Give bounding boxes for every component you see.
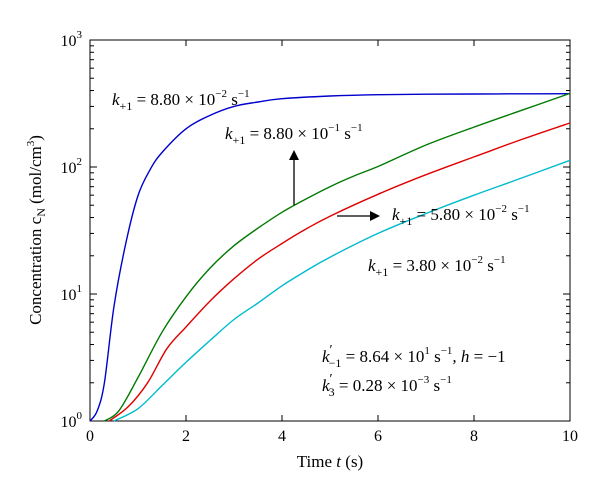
series-line-1: [89, 93, 571, 422]
series-line-4: [113, 159, 571, 422]
x-tick-label: 2: [182, 428, 190, 445]
y-axis-title: Concentration cN (mol/cm3): [25, 135, 48, 325]
series-line-2: [103, 92, 571, 422]
x-tick-labels: 0 2 4 6 8 10: [86, 428, 578, 445]
plot-area: [89, 39, 571, 422]
y-tick-label: 102: [61, 156, 83, 177]
arrows: [289, 150, 380, 221]
right-arrow-head: [370, 211, 380, 221]
y-tick-label: 101: [61, 283, 83, 304]
x-tick-label: 10: [562, 428, 578, 445]
annotations: k+1 = 8.80 × 10−2 s−1 k+1 = 8.80 × 10−1 …: [112, 88, 530, 399]
x-tick-label: 6: [374, 428, 382, 445]
series-lines: [89, 92, 571, 422]
label-k-cyan: k+1 = 3.80 × 10−2 s−1: [368, 254, 506, 279]
x-tick-label: 4: [278, 428, 286, 445]
label-k-green: k+1 = 8.80 × 10−1 s−1: [225, 122, 363, 147]
x-tick-label: 0: [86, 428, 94, 445]
label-k-red: k+1 = 5.80 × 10−2 s−1: [392, 203, 530, 228]
y-tick-labels: 100 101 102 103: [61, 29, 83, 431]
x-tick-label: 8: [470, 428, 478, 445]
y-tick-label: 103: [61, 29, 83, 50]
x-axis-title: Time t (s): [297, 452, 363, 471]
y-tick-label: 100: [61, 410, 83, 431]
series-line-3: [108, 122, 571, 422]
up-arrow-head: [289, 150, 299, 160]
label-kprime-minus1: k′ −1 = 8.64 × 101 s−1, h = −1: [322, 343, 506, 370]
label-kprime-3: k′ 3 = 0.28 × 10−3 s−1: [322, 372, 452, 399]
label-k-blue: k+1 = 8.80 × 10−2 s−1: [112, 88, 250, 113]
tick-marks: [89, 39, 571, 422]
